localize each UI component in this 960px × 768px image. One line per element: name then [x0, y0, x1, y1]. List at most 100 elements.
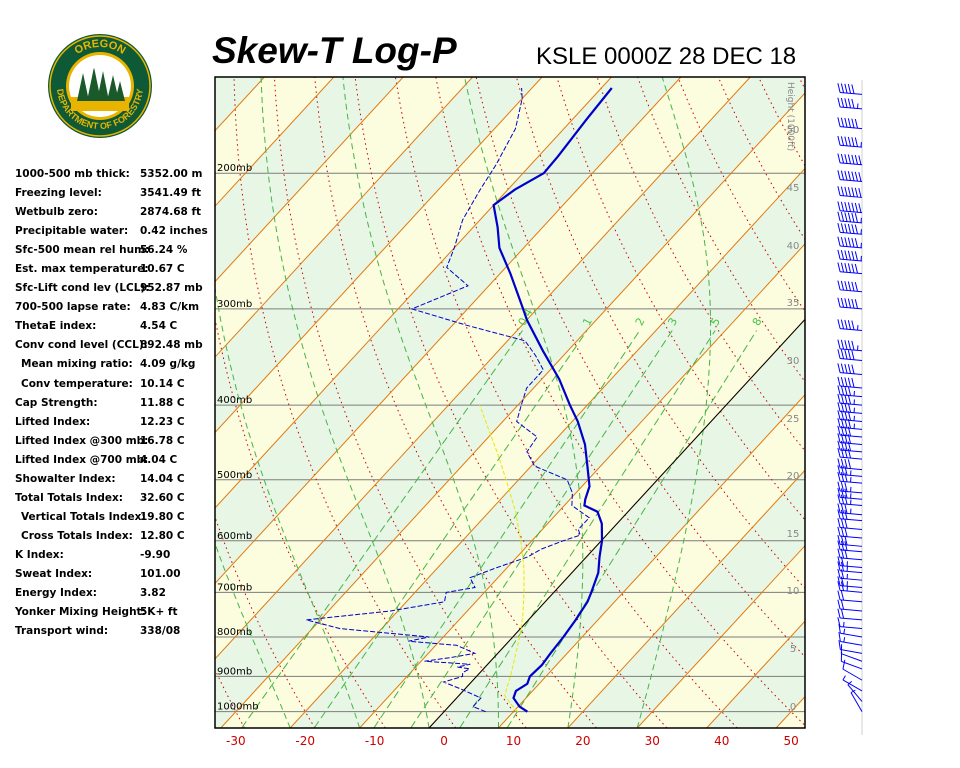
dry-adiabat: [314, 77, 597, 728]
mixing-ratio-line: [313, 330, 588, 728]
wind-barb-flag: [837, 509, 841, 519]
isotherm-line: [215, 77, 751, 660]
wind-barb-flag: [837, 581, 841, 591]
wind-barb-flag: [840, 250, 845, 260]
mixing-ratio-line: [506, 330, 758, 728]
wind-barb-flag: [854, 224, 859, 234]
dry-adiabat: [880, 77, 960, 728]
index-value: 4.04 C: [140, 453, 178, 466]
wind-barb: [840, 570, 863, 574]
temperature-tick-label: -20: [295, 734, 315, 748]
wind-barb: [840, 577, 863, 581]
index-label: Vertical Totals Index:: [21, 510, 146, 523]
temperature-tick-label: 0: [440, 734, 448, 748]
wind-barb-flag: [844, 223, 848, 234]
wind-barb-flag: [844, 504, 848, 514]
isotherm-line: [215, 77, 543, 434]
wind-barb-flag: [847, 84, 852, 94]
wind-barb-flag: [847, 171, 852, 181]
height-tick-label: 15: [787, 529, 800, 540]
wind-barb-flag: [843, 628, 846, 634]
wind-barb-flag: [837, 297, 841, 308]
mixing-ratio-line: [373, 330, 641, 728]
wind-barb-flag: [844, 363, 848, 374]
wind-barb-flag: [837, 410, 841, 420]
wind-barb-flag: [840, 540, 845, 551]
dry-adiabat: [354, 77, 668, 728]
index-row: Energy Index: 3.82: [15, 587, 215, 606]
index-value: 952.87 mb: [140, 282, 203, 295]
wind-barb-flag: [847, 118, 852, 128]
wind-barb-flag: [837, 599, 841, 610]
dry-adiabat: [637, 77, 805, 383]
wind-barb: [840, 599, 863, 603]
index-label: Lifted Index @700 mb:: [15, 453, 149, 466]
wind-barb-flag: [837, 503, 841, 513]
wind-barb-flag: [851, 320, 855, 330]
wind-barb-flag: [840, 535, 845, 545]
wind-barb-flag: [851, 340, 855, 351]
wind-barb-flag: [854, 263, 859, 274]
wind-barb-flag: [840, 117, 845, 128]
dry-adiabat: [839, 77, 960, 728]
wind-barb-flag: [840, 503, 845, 514]
isotherm-band: [215, 77, 805, 728]
wind-barb-flag: [854, 137, 859, 147]
wind-barb-flag: [844, 488, 848, 499]
wind-barb-flag: [837, 236, 841, 247]
wind-barb-flag: [837, 249, 841, 260]
wind-barb-flag: [840, 410, 845, 420]
wind-barb-flag: [840, 481, 845, 492]
wind-barb: [841, 653, 863, 662]
wind-barb-flag: [854, 187, 859, 198]
wind-barb-flag: [837, 481, 841, 492]
wind-barb-flag: [840, 465, 845, 475]
wind-barb-flag: [844, 494, 848, 505]
index-label: Showalter Index:: [15, 472, 116, 485]
wind-barb-flag: [840, 458, 845, 469]
wind-barb-flag: [840, 83, 845, 93]
wind-barb-flag: [847, 681, 853, 686]
wind-barb-flag: [854, 299, 859, 309]
wind-barb-flag: [840, 186, 845, 196]
plot-border: [214, 76, 806, 729]
wind-barb-flag: [837, 518, 841, 528]
wind-barb-flag: [837, 471, 841, 482]
isotherm-line: [215, 77, 474, 358]
index-row: Cap Strength: 11.88 C: [15, 397, 215, 416]
wind-barb-flag: [847, 411, 852, 421]
wind-barb-flag: [847, 250, 852, 261]
height-tick-label: 45: [787, 183, 800, 194]
index-value: 56.24 %: [140, 244, 188, 257]
wind-barb: [840, 617, 863, 621]
wind-barb-flag: [844, 510, 848, 520]
index-row: Conv temperature: 10.14 C: [15, 378, 215, 397]
wind-barb: [840, 179, 863, 183]
wind-barb-flag: [847, 364, 852, 374]
isotherm-line: [215, 77, 404, 283]
wind-barb: [840, 527, 863, 530]
index-row: Est. max temperature: 10.67 C: [15, 263, 215, 282]
wind-barb-flag: [837, 447, 841, 458]
index-value: -9.90: [140, 548, 171, 561]
wind-barb-flag: [837, 440, 841, 451]
wind-barb-flag: [854, 238, 859, 248]
index-label: Freezing level:: [15, 187, 102, 200]
wind-barb-flag: [847, 212, 852, 223]
wind-barb-flag: [851, 237, 855, 248]
wind-barb-flag: [851, 250, 855, 261]
wind-barb-flag: [844, 298, 848, 308]
wind-barb-flag: [840, 402, 845, 412]
index-value: 19.80 C: [140, 510, 185, 523]
wind-barb-flag: [854, 155, 859, 165]
index-value: 3541.49 ft: [140, 187, 202, 200]
dry-adiabat: [798, 77, 805, 90]
wind-barb-flag: [840, 394, 845, 404]
wind-barb-flag: [851, 84, 855, 94]
wind-barb-flag: [837, 319, 841, 329]
wind-barb-flag: [851, 263, 855, 274]
mixing-ratio-line: [241, 330, 523, 728]
wind-barb-flag: [837, 576, 841, 586]
height-tick-label: 35: [787, 298, 800, 309]
wind-barb-flag: [854, 251, 859, 261]
